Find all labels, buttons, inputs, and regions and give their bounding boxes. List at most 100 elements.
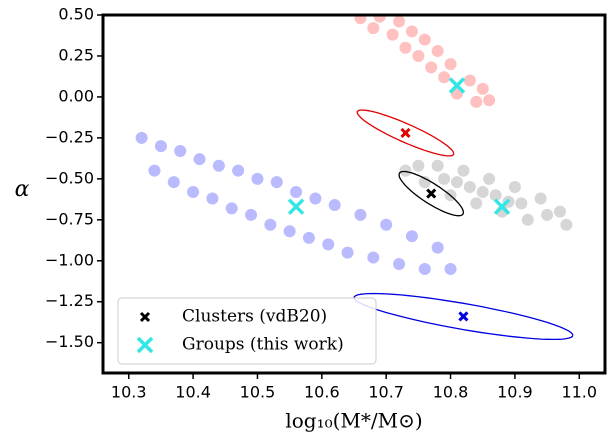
cloud-point: [476, 185, 489, 198]
marker: [400, 127, 411, 139]
cloud-point: [206, 192, 219, 205]
marker-stroke: [139, 311, 151, 323]
cloud-point: [309, 192, 322, 205]
cloud-point: [450, 176, 463, 189]
cloud-point: [489, 189, 502, 202]
cloud-point: [431, 159, 444, 172]
y-tick-label: 0.50: [58, 5, 94, 24]
cloud-point: [148, 164, 161, 177]
cloud-point: [354, 208, 367, 221]
marker-stroke: [448, 77, 466, 94]
cloud-point: [418, 262, 431, 275]
cloud-point: [444, 262, 457, 275]
marker: [426, 188, 437, 199]
x-tick-label: 10.7: [368, 383, 404, 402]
cloud-point: [302, 231, 315, 244]
y-tick-label: −0.25: [45, 127, 94, 146]
cloud-point: [553, 205, 566, 218]
y-tick-label: −1.50: [45, 332, 94, 351]
cloud-point: [322, 238, 335, 251]
marker: [448, 77, 466, 94]
x-tick-label: 10.9: [497, 383, 533, 402]
cloud-point: [457, 164, 470, 177]
legend-marker: [136, 336, 154, 354]
cloud-point: [412, 159, 425, 172]
cloud-point: [367, 22, 380, 35]
cloud-point: [393, 258, 406, 271]
x-tick-label: 10.6: [304, 383, 340, 402]
plot-area: [135, 15, 573, 275]
x-tick-label: 10.5: [240, 383, 276, 402]
cloud-point: [187, 185, 200, 198]
cloud-point: [290, 185, 303, 198]
cloud-point: [380, 218, 393, 231]
cloud-point: [541, 208, 554, 221]
y-tick-label: 0.25: [58, 45, 94, 64]
cloud-point: [212, 159, 225, 172]
cloud-point: [393, 15, 406, 28]
cloud-point: [463, 181, 476, 194]
cloud-point: [193, 153, 206, 166]
error-ellipse: [356, 109, 455, 157]
cloud-point: [438, 71, 451, 84]
cloud-point: [560, 218, 573, 231]
cloud-point: [367, 251, 380, 264]
cloud-point: [232, 164, 245, 177]
y-tick-label: −0.75: [45, 209, 94, 228]
y-tick-label: −0.50: [45, 168, 94, 187]
cloud-point: [405, 25, 418, 38]
cloud-point: [174, 144, 187, 157]
cloud-point: [483, 172, 496, 185]
cloud-point: [399, 164, 412, 177]
y-tick-label: −1.25: [45, 291, 94, 310]
plot-marks: [287, 77, 574, 341]
cloud-point: [167, 176, 180, 189]
cloud-point: [515, 197, 528, 210]
y-tick-label: 0.00: [58, 86, 94, 105]
legend-label: Clusters (vdB20): [182, 307, 327, 327]
cloud-point: [399, 41, 412, 54]
x-tick-label: 11.0: [561, 383, 597, 402]
cloud-point: [470, 197, 483, 210]
cloud-point: [431, 45, 444, 58]
legend-label: Groups (this work): [182, 335, 344, 355]
cloud-point: [438, 172, 451, 185]
cloud-point: [444, 58, 457, 71]
x-tick-label: 10.4: [175, 383, 211, 402]
cloud-point: [418, 33, 431, 46]
marker-stroke: [287, 198, 305, 215]
cloud-point: [508, 181, 521, 194]
y-tick-label: −1.00: [45, 250, 94, 269]
x-tick-label: 10.3: [111, 383, 147, 402]
cloud-point: [270, 176, 283, 189]
cloud-point: [373, 15, 386, 23]
cloud-point: [483, 94, 496, 107]
cloud-point: [328, 199, 341, 212]
cloud-point: [431, 241, 444, 254]
legend-box: [117, 297, 377, 365]
x-tick-label: 10.8: [433, 383, 469, 402]
marker: [287, 198, 305, 215]
cloud-point: [386, 28, 399, 41]
cloud-point: [354, 15, 367, 25]
marker-stroke: [458, 311, 469, 322]
cloud-point: [412, 49, 425, 62]
cloud-point: [425, 61, 438, 74]
cloud-point: [135, 131, 148, 144]
cloud-point: [283, 225, 296, 238]
marker-stroke: [426, 188, 437, 199]
cloud-point: [521, 213, 534, 226]
marker: [458, 311, 469, 322]
cloud-point: [418, 176, 431, 189]
marker: [493, 198, 511, 215]
plot-frame: [101, 13, 607, 375]
y-axis-label: α: [15, 177, 30, 202]
legend-marker: [139, 311, 151, 323]
cloud-point: [534, 192, 547, 205]
cloud-point: [264, 218, 277, 231]
error-ellipse: [398, 170, 465, 217]
cloud-point: [154, 140, 167, 153]
cloud-point: [470, 95, 483, 108]
cloud-point: [245, 208, 258, 221]
